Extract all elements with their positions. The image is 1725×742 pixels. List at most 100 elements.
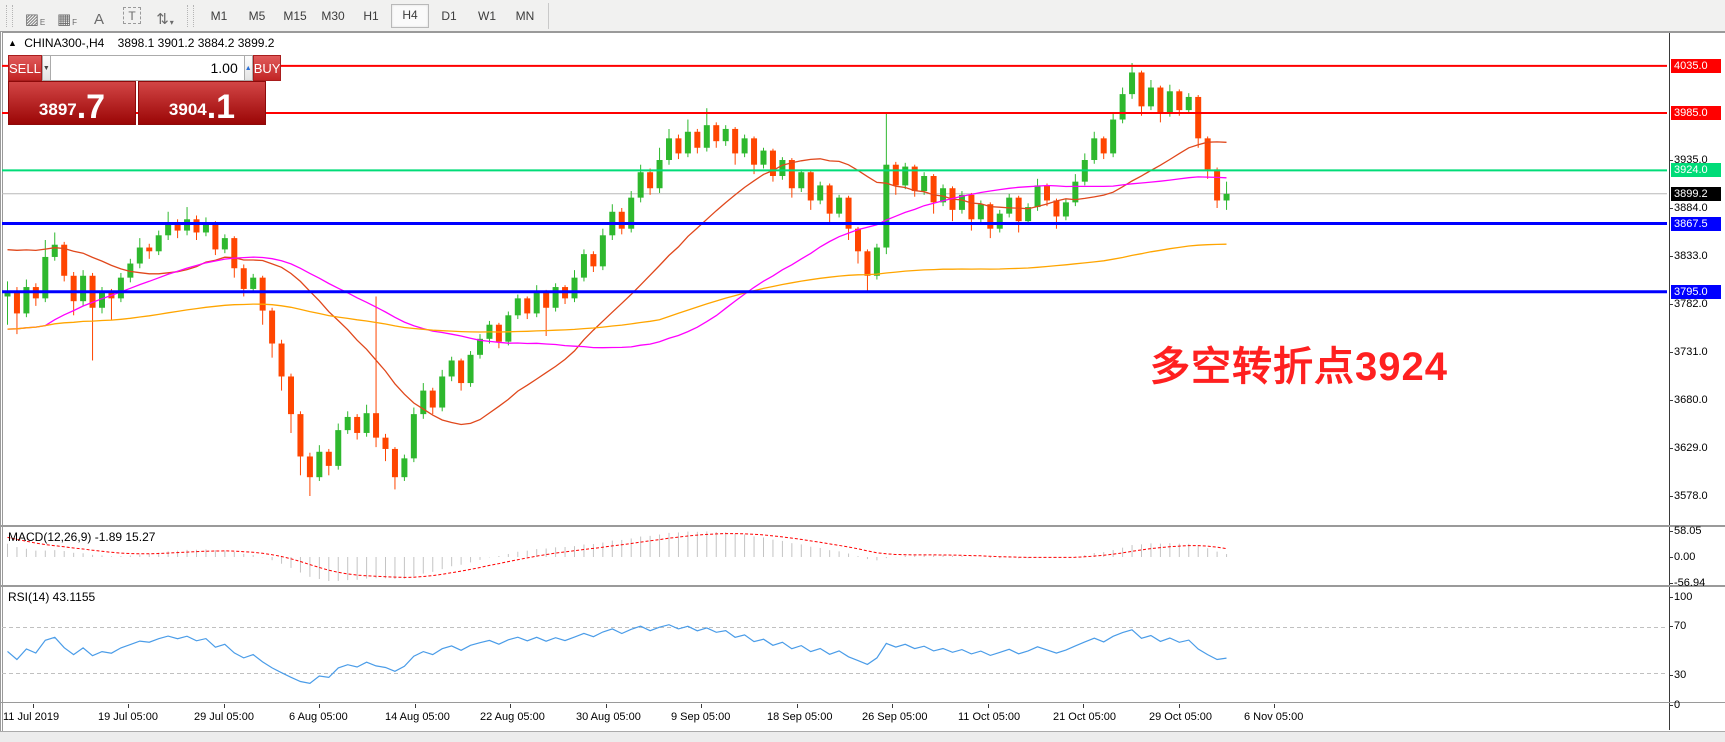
price-tick-label: 3629.0 bbox=[1674, 442, 1708, 454]
time-tick-mark bbox=[33, 704, 34, 708]
price-level-badge-3924.0: 3924.0 bbox=[1671, 163, 1721, 178]
candle-down bbox=[240, 268, 247, 289]
toolbar-grip-2[interactable] bbox=[187, 4, 194, 27]
macd-indicator-plot[interactable] bbox=[2, 527, 1669, 585]
price-tick-mark bbox=[1669, 352, 1673, 353]
chart-info-bar: ▲ CHINA300-,H4 3898.1 3901.2 3884.2 3899… bbox=[8, 36, 274, 50]
candle-down bbox=[495, 324, 502, 342]
bid-price-fraction: .7 bbox=[76, 88, 106, 126]
time-axis-label: 19 Jul 05:00 bbox=[98, 711, 158, 723]
time-tick-mark bbox=[701, 704, 702, 708]
rsi-indicator-plot[interactable] bbox=[2, 588, 1669, 702]
candle-up bbox=[4, 291, 11, 297]
candle-down bbox=[1015, 197, 1022, 222]
candle-down bbox=[911, 166, 918, 192]
arrange-windows-icon[interactable]: ⇅ ▾ bbox=[156, 10, 174, 28]
candle-down bbox=[1176, 91, 1183, 111]
indicator-tick-mark bbox=[1669, 531, 1673, 532]
candle-down bbox=[618, 211, 625, 229]
candle-down bbox=[259, 277, 266, 311]
text-label-icon[interactable]: A bbox=[93, 10, 104, 28]
candle-down bbox=[713, 125, 720, 142]
timeframe-button-m15[interactable]: M15 bbox=[283, 8, 307, 23]
candle-up bbox=[779, 160, 786, 177]
bid-price-panel[interactable]: 3897 .7 bbox=[8, 81, 136, 125]
indicator-hatch-icon[interactable]: ▨ E bbox=[24, 10, 46, 28]
indicator-tick-label: 30 bbox=[1674, 669, 1687, 681]
ask-price-main: 3904 bbox=[168, 100, 207, 119]
price-level-badge-3899.2: 3899.2 bbox=[1671, 186, 1721, 201]
ask-price-panel[interactable]: 3904 .1 bbox=[138, 81, 266, 125]
bid-price-main: 3897 bbox=[38, 100, 77, 119]
candle-up bbox=[1119, 94, 1126, 120]
candle-down bbox=[675, 138, 682, 154]
timeframe-button-m1[interactable]: M1 bbox=[210, 8, 228, 23]
candle-up bbox=[401, 458, 408, 478]
candle-down bbox=[429, 390, 436, 408]
timeframe-button-m5[interactable]: M5 bbox=[248, 8, 266, 23]
price-axis-border bbox=[1669, 33, 1670, 730]
candle-down bbox=[174, 223, 181, 231]
time-tick-mark bbox=[606, 704, 607, 708]
candle-down bbox=[845, 197, 852, 229]
price-level-badge-3795.0: 3795.0 bbox=[1671, 284, 1721, 299]
timeframe-button-m30[interactable]: M30 bbox=[321, 8, 345, 23]
text-box-icon[interactable]: T bbox=[123, 7, 141, 24]
candle-up bbox=[996, 213, 1003, 229]
candle-down bbox=[325, 451, 332, 466]
macd-signal-line bbox=[7, 533, 1227, 578]
buy-button[interactable]: BUY bbox=[252, 55, 282, 81]
time-tick-mark bbox=[1274, 704, 1275, 708]
indicator-tick-label: 0 bbox=[1674, 699, 1681, 711]
toolbar: ▨ E ▦ F A T ⇅ ▾ M1 M5 M15 M30 H1 H4 D1 W1 MN bbox=[0, 0, 1725, 32]
macd-rsi-splitter[interactable] bbox=[0, 585, 1725, 587]
macd-label: MACD(12,26,9) -1.89 15.27 bbox=[8, 530, 156, 544]
candle-up bbox=[760, 150, 767, 165]
candle-down bbox=[146, 247, 153, 252]
time-axis-label: 14 Aug 05:00 bbox=[385, 711, 450, 723]
candle-up bbox=[316, 451, 323, 478]
grid-template-icon[interactable]: ▦ F bbox=[56, 10, 78, 28]
candle-up bbox=[798, 172, 805, 189]
time-tick-mark bbox=[128, 704, 129, 708]
chart-macd-splitter[interactable] bbox=[0, 525, 1725, 527]
candle-down bbox=[231, 238, 238, 269]
candle-down bbox=[70, 275, 77, 302]
candle-up bbox=[344, 416, 351, 431]
candle-up bbox=[1072, 181, 1079, 203]
indicator-tick-mark bbox=[1669, 705, 1673, 706]
candle-up bbox=[1025, 207, 1032, 222]
time-axis-label: 18 Sep 05:00 bbox=[767, 711, 833, 723]
timeframe-button-mn[interactable]: MN bbox=[515, 8, 535, 23]
volume-input[interactable] bbox=[50, 55, 244, 81]
candlestick-chart-plot[interactable] bbox=[2, 47, 1669, 525]
collapse-triangle-icon[interactable]: ▲ bbox=[8, 38, 17, 48]
candle-down bbox=[788, 160, 795, 189]
candle-up bbox=[221, 238, 228, 250]
candle-down bbox=[193, 219, 200, 233]
timeframe-button-w1[interactable]: W1 bbox=[478, 8, 496, 23]
time-axis-label: 29 Jul 05:00 bbox=[194, 711, 254, 723]
candle-up bbox=[1166, 91, 1173, 113]
price-tick-label: 3782.0 bbox=[1674, 298, 1708, 310]
candle-down bbox=[751, 138, 758, 165]
candle-up bbox=[571, 277, 578, 299]
candle-up bbox=[202, 223, 209, 233]
price-tick-mark bbox=[1669, 400, 1673, 401]
volume-increase-button[interactable]: ▲ bbox=[243, 55, 253, 81]
timeframe-buttons: M1 M5 M15 M30 H1 H4 D1 W1 MN bbox=[200, 3, 544, 28]
toolbar-grip[interactable] bbox=[6, 4, 13, 27]
price-tick-mark bbox=[1669, 256, 1673, 257]
sell-button[interactable]: SELL bbox=[8, 55, 42, 81]
candle-up bbox=[873, 247, 880, 276]
chart-window bbox=[0, 31, 1725, 732]
candle-up bbox=[439, 376, 446, 408]
price-tick-label: 3833.0 bbox=[1674, 250, 1708, 262]
volume-decrease-button[interactable]: ▼ bbox=[41, 55, 51, 81]
candle-down bbox=[987, 204, 994, 229]
timeframe-button-h4[interactable]: H4 bbox=[391, 3, 429, 28]
time-axis-label: 11 Jul 2019 bbox=[3, 711, 60, 723]
candle-up bbox=[921, 176, 928, 192]
timeframe-button-d1[interactable]: D1 bbox=[441, 8, 457, 23]
timeframe-button-h1[interactable]: H1 bbox=[363, 8, 379, 23]
